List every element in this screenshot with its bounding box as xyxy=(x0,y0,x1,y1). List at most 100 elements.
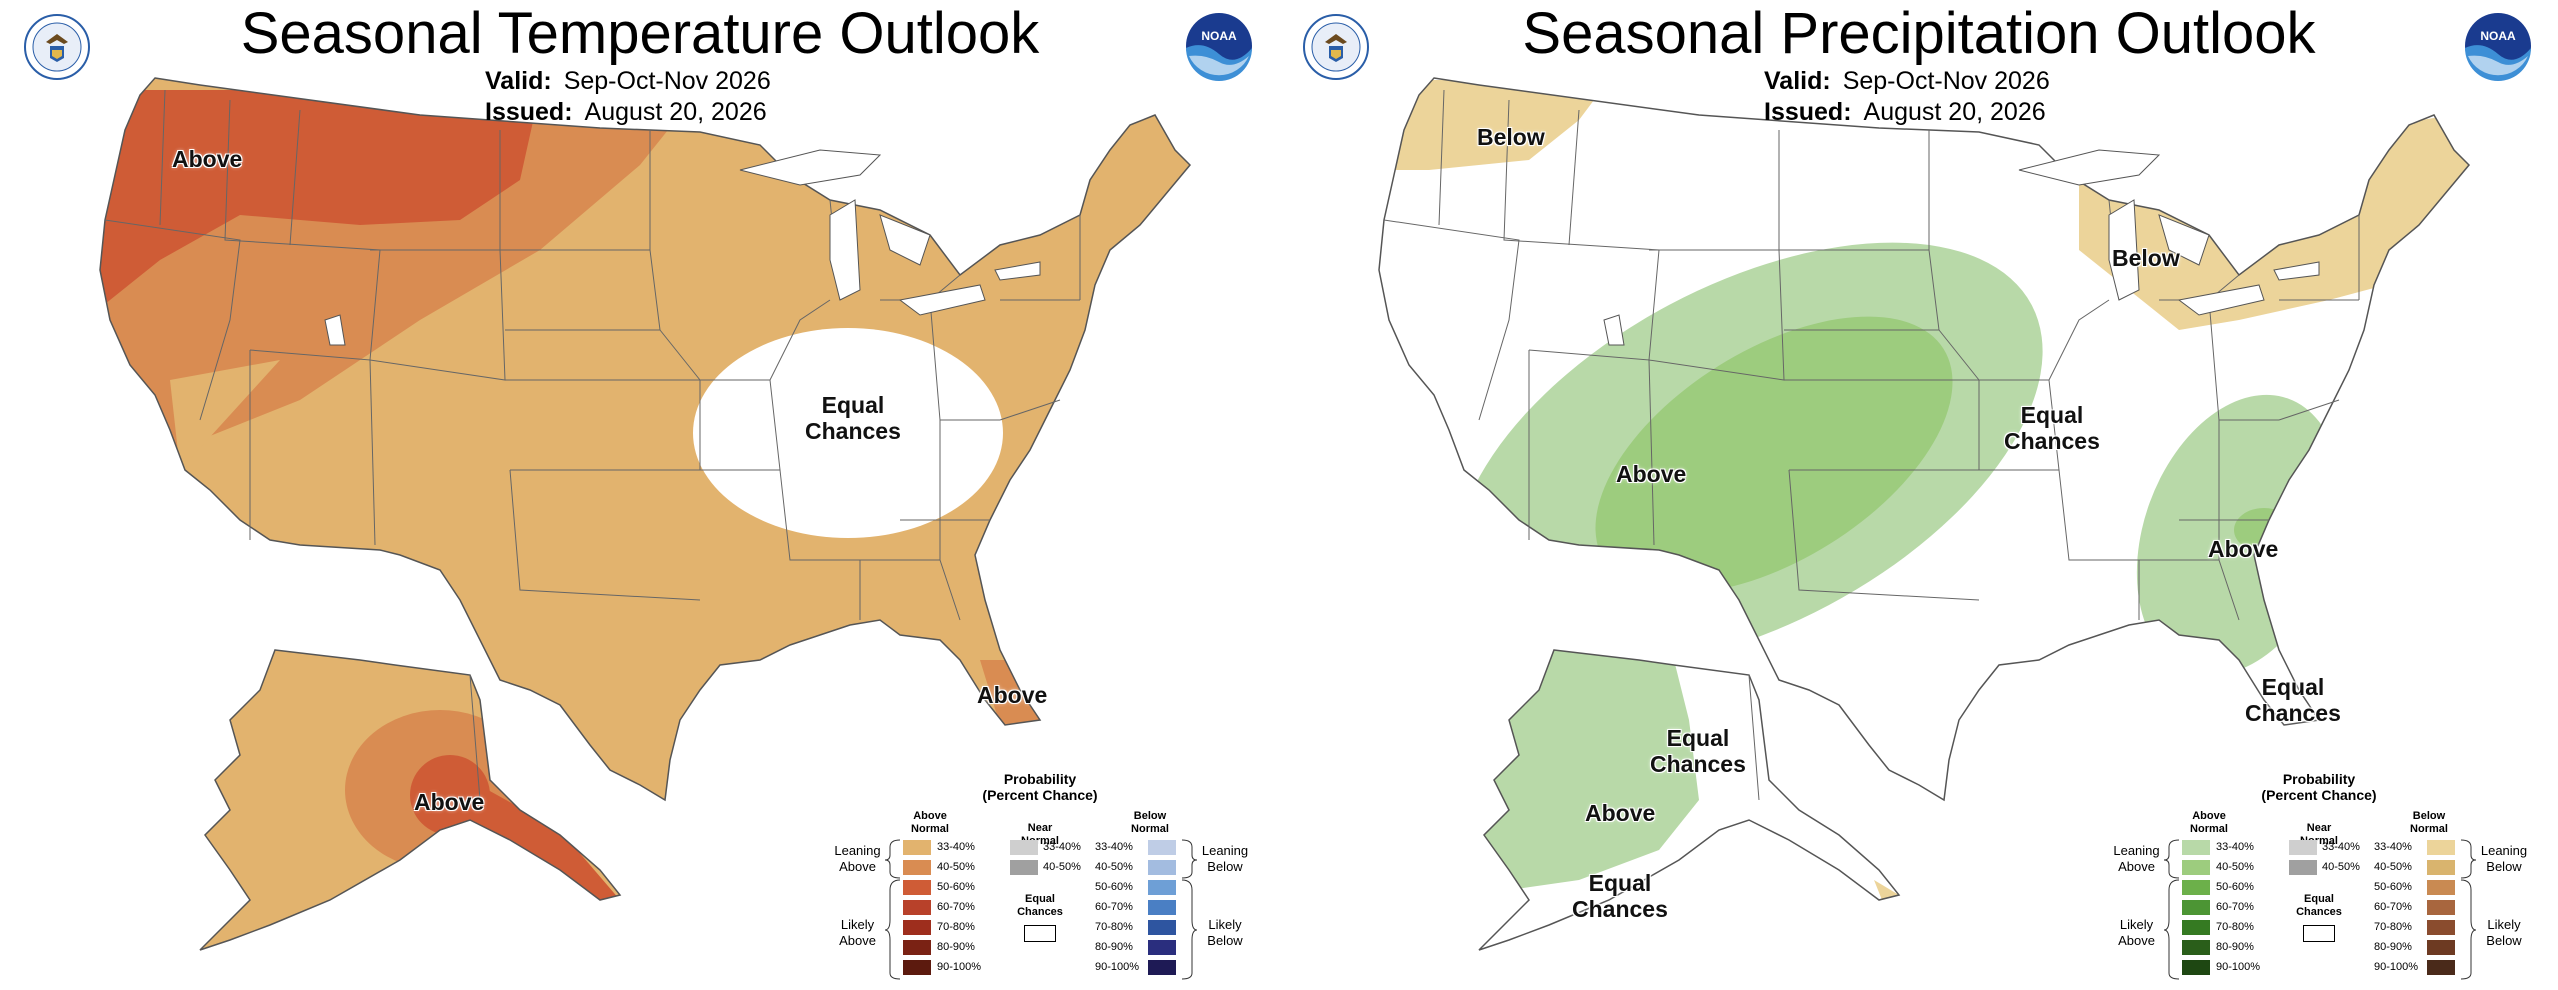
legend-likely-below: Likely Below xyxy=(1195,917,1255,949)
label-equal-chances-florida: Equal Chances xyxy=(2245,674,2341,726)
legend-below-swatch xyxy=(1148,920,1176,935)
department-of-commerce-seal-icon xyxy=(1303,14,1369,80)
legend-near-range: 40-50% xyxy=(1043,861,1081,873)
label-line: Equal xyxy=(2261,674,2325,700)
label-line: Leaning xyxy=(1201,843,1249,858)
legend-below-range: 33-40% xyxy=(1095,841,1133,853)
label-line: Equal xyxy=(2304,893,2334,905)
label-line: Likely xyxy=(840,917,875,932)
legend-above-range: 90-100% xyxy=(2216,961,2261,973)
label-line: Leaning xyxy=(2480,843,2528,858)
legend-equal-chances-swatch xyxy=(1024,925,1056,942)
legend-likely-above: Likely Above xyxy=(830,917,885,949)
legend-title-line: Probability xyxy=(1003,771,1077,787)
legend-above-swatch xyxy=(2182,940,2210,955)
legend-near-swatch xyxy=(1010,840,1038,855)
legend-below-swatch xyxy=(2427,840,2455,855)
legend-near-range: 40-50% xyxy=(2322,861,2360,873)
department-of-commerce-seal-icon xyxy=(24,14,90,80)
valid-label: Valid: xyxy=(1764,67,1831,95)
legend-below-swatch xyxy=(1148,940,1176,955)
below-northeast-33-40 xyxy=(2079,110,2469,330)
great-lakes xyxy=(2018,149,2320,316)
label-line: Equal xyxy=(2020,402,2084,428)
legend-above-swatch xyxy=(2182,860,2210,875)
legend-above-swatch xyxy=(903,860,931,875)
valid-value: Sep-Oct-Nov 2026 xyxy=(563,67,771,95)
legend-above-swatch xyxy=(2182,880,2210,895)
legend-below-range: 60-70% xyxy=(2374,901,2412,913)
legend-likely-below: Likely Below xyxy=(2474,917,2534,949)
label-line: Equal xyxy=(1666,725,1730,751)
probability-legend: Probability (Percent Chance) Above Normal Ne… xyxy=(2089,765,2549,985)
label-equal-chances-midwest: Equal Chances xyxy=(805,392,901,444)
legend-above-range: 80-90% xyxy=(937,941,975,953)
svg-text:NOAA: NOAA xyxy=(2480,29,2516,43)
noaa-logo-icon: NOAA xyxy=(1184,11,1254,81)
legend-leaning-above: Leaning Above xyxy=(2109,843,2164,875)
label-equal-chances-alaska-south: Equal Chances xyxy=(1572,870,1668,922)
legend-near-swatch xyxy=(2289,840,2317,855)
legend-above-range: 70-80% xyxy=(2216,921,2254,933)
ak-panhandle-50-60 xyxy=(470,780,620,900)
legend-near-range: 33-40% xyxy=(1043,841,1081,853)
legend-near-swatch xyxy=(1010,860,1038,875)
legend-above-range: 33-40% xyxy=(937,841,975,853)
legend-above-range: 80-90% xyxy=(2216,941,2254,953)
legend-above-swatch xyxy=(903,960,931,975)
legend-leaning-below: Leaning Below xyxy=(2474,843,2534,875)
label-line: Equal xyxy=(821,392,885,418)
legend-below-range: 80-90% xyxy=(1095,941,1133,953)
label-line: Chances xyxy=(1017,906,1063,918)
label-line: Above xyxy=(2118,859,2155,874)
legend-above-swatch xyxy=(903,840,931,855)
legend-below-normal-heading: Below Normal xyxy=(1115,810,1185,836)
label-line: Equal xyxy=(1588,870,1652,896)
legend-leaning-below: Leaning Below xyxy=(1195,843,1255,875)
alaska-border xyxy=(1748,674,1760,801)
heading-line: Normal xyxy=(1131,823,1169,835)
legend-below-range: 90-100% xyxy=(1095,961,1140,973)
label-line: Equal xyxy=(1025,893,1055,905)
alaska-border xyxy=(469,674,481,801)
legend-title-line: (Percent Chance) xyxy=(982,787,1098,803)
legend-above-swatch xyxy=(903,900,931,915)
legend-below-range: 40-50% xyxy=(1095,861,1133,873)
heading-line: Below xyxy=(1133,810,1167,822)
legend-below-swatch xyxy=(2427,960,2455,975)
heading-line: Near xyxy=(2306,822,2332,834)
legend-above-normal-heading: Above Normal xyxy=(2174,810,2244,836)
label-line: Chances xyxy=(2004,428,2100,454)
legend-below-range: 80-90% xyxy=(2374,941,2412,953)
label-above-northwest: Above xyxy=(172,146,243,172)
legend-above-range: 33-40% xyxy=(2216,841,2254,853)
legend-equal-chances-label: Equal Chances xyxy=(2289,893,2349,919)
heading-line: Normal xyxy=(911,823,949,835)
issued-label: Issued: xyxy=(485,98,573,126)
heading-line: Above xyxy=(913,810,947,822)
legend-below-range: 70-80% xyxy=(1095,921,1133,933)
legend-leaning-above: Leaning Above xyxy=(830,843,885,875)
probability-legend: Probability (Percent Chance) Above Normal Ne… xyxy=(810,765,1270,985)
heading-line: Above xyxy=(2192,810,2226,822)
legend-above-range: 50-60% xyxy=(937,881,975,893)
legend-below-range: 50-60% xyxy=(1095,881,1133,893)
legend-title: Probability (Percent Chance) xyxy=(960,771,1120,803)
label-line: Above xyxy=(839,933,876,948)
legend-below-swatch xyxy=(1148,900,1176,915)
legend-below-swatch xyxy=(2427,860,2455,875)
temp-category-50-60 xyxy=(100,90,540,340)
map-title: Seasonal Temperature Outlook xyxy=(240,1,1040,66)
legend-below-swatch xyxy=(1148,960,1176,975)
label-equal-chances-central: Equal Chances xyxy=(2004,402,2100,454)
label-line: Chances xyxy=(2245,700,2341,726)
issued-date: Issued: August 20, 2026 xyxy=(1764,97,2046,128)
legend-below-range: 50-60% xyxy=(2374,881,2412,893)
legend-above-range: 40-50% xyxy=(937,861,975,873)
legend-title: Probability (Percent Chance) xyxy=(2239,771,2399,803)
label-line: Below xyxy=(2486,933,2522,948)
label-line: Below xyxy=(2486,859,2522,874)
noaa-logo-icon: NOAA xyxy=(2463,11,2533,81)
legend-near-swatch xyxy=(2289,860,2317,875)
below-northwest-33-40 xyxy=(1379,80,1609,170)
